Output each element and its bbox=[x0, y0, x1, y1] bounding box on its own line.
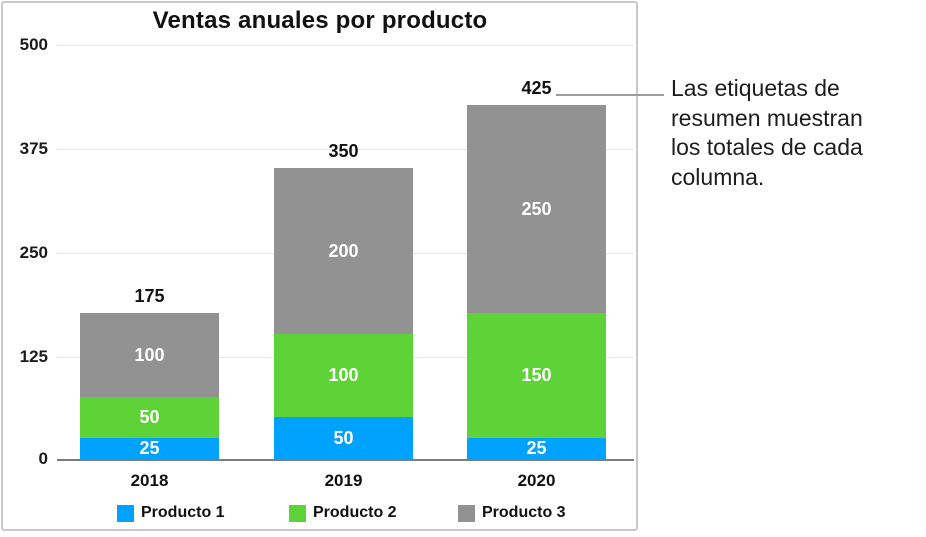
legend-swatch-icon bbox=[117, 504, 134, 522]
legend-label: Producto 1 bbox=[141, 504, 225, 521]
total-label-2020: 425 bbox=[521, 78, 552, 99]
legend-item-producto1: Producto 1 bbox=[117, 504, 225, 522]
bar-segment-producto2: 150 bbox=[467, 313, 606, 439]
bar-segment-producto2: 100 bbox=[274, 334, 413, 418]
segment-value-label: 100 bbox=[134, 344, 165, 365]
bar-segment-producto3: 200 bbox=[274, 167, 413, 335]
bar-segment-producto1: 50 bbox=[274, 417, 413, 459]
x-axis-label-2020: 2020 bbox=[517, 471, 556, 490]
segment-value-label: 100 bbox=[328, 365, 359, 386]
segment-value-label: 250 bbox=[521, 198, 552, 219]
y-axis-tick: 125 bbox=[19, 347, 48, 366]
segment-value-label: 200 bbox=[328, 240, 359, 261]
legend-swatch-icon bbox=[289, 504, 306, 522]
gridline-375 bbox=[57, 149, 634, 150]
callout-text: Las etiquetas de resumen muestran los to… bbox=[671, 75, 863, 190]
bar-segment-producto3: 100 bbox=[80, 313, 219, 397]
bar-segment-producto3: 250 bbox=[467, 105, 606, 314]
x-axis-line bbox=[57, 459, 634, 461]
segment-value-label: 25 bbox=[139, 438, 160, 459]
bar-2020: 25 150 250 425 bbox=[467, 78, 606, 459]
gridline-500 bbox=[57, 45, 634, 46]
legend-label: Producto 3 bbox=[482, 504, 566, 521]
segment-value-label: 50 bbox=[139, 406, 160, 427]
y-axis-tick: 375 bbox=[19, 139, 48, 158]
segment-value-label: 25 bbox=[526, 438, 547, 459]
segment-value-label: 50 bbox=[333, 427, 354, 448]
legend-item-producto2: Producto 2 bbox=[289, 504, 397, 522]
y-axis-tick: 0 bbox=[38, 449, 48, 468]
callout-connector-line bbox=[556, 94, 664, 96]
bar-segment-producto1: 25 bbox=[467, 438, 606, 459]
y-axis-tick: 250 bbox=[19, 243, 48, 262]
bar-segment-producto1: 25 bbox=[80, 438, 219, 459]
y-axis-tick: 500 bbox=[19, 35, 48, 54]
bar-2018: 25 50 100 175 bbox=[80, 286, 219, 459]
legend-swatch-icon bbox=[458, 504, 475, 522]
segment-value-label: 150 bbox=[521, 365, 552, 386]
chart-frame bbox=[1, 1, 638, 531]
chart-title: Ventas anuales por producto bbox=[152, 7, 488, 34]
legend-label: Producto 2 bbox=[313, 504, 397, 521]
legend-item-producto3: Producto 3 bbox=[458, 504, 566, 522]
total-label-2018: 175 bbox=[134, 286, 165, 307]
x-axis-label-2019: 2019 bbox=[324, 471, 363, 490]
bar-segment-producto2: 50 bbox=[80, 396, 219, 439]
bar-2019: 50 100 200 350 bbox=[274, 141, 413, 459]
x-axis-label-2018: 2018 bbox=[130, 471, 169, 490]
total-label-2019: 350 bbox=[328, 140, 359, 161]
